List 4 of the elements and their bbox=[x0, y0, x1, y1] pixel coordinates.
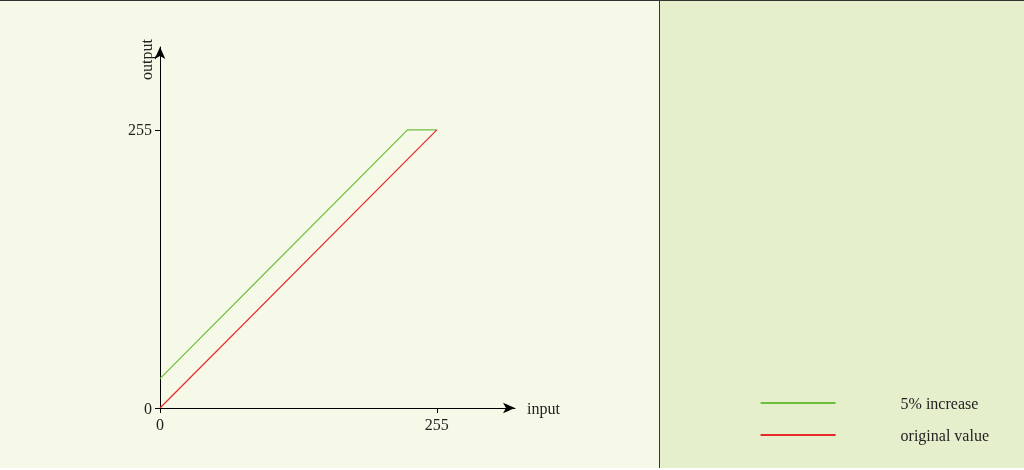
text: 5% increase bbox=[900, 394, 979, 412]
text: original value bbox=[900, 426, 990, 445]
y-axis-title: output bbox=[137, 38, 156, 80]
x-axis-title: input bbox=[527, 399, 561, 418]
